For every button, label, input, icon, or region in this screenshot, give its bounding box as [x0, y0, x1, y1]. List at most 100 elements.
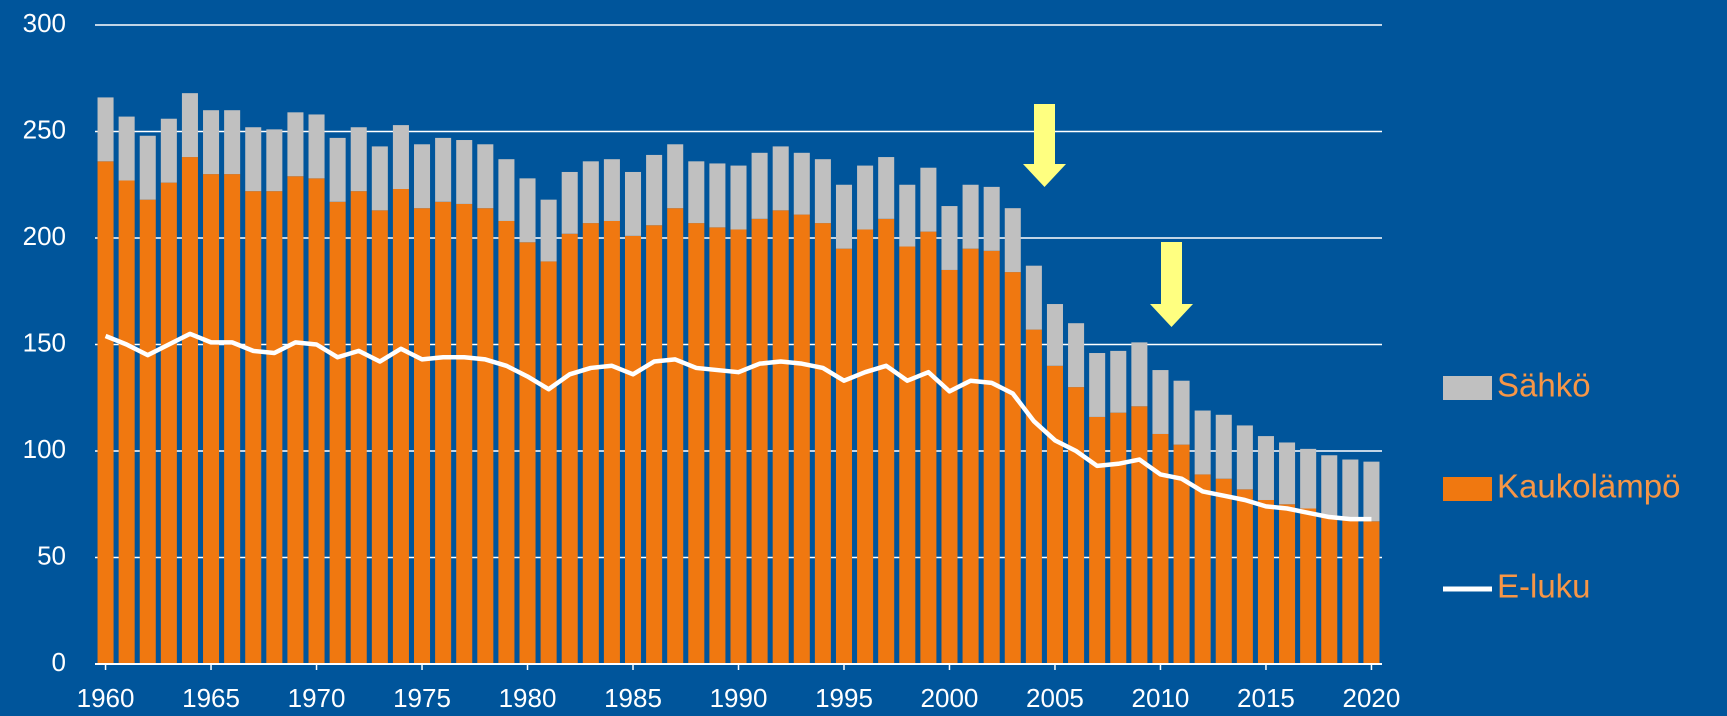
- bar: [1025, 329, 1042, 664]
- bar: [1004, 208, 1021, 273]
- bar: [498, 220, 515, 664]
- bar: [709, 163, 726, 228]
- bar: [962, 248, 979, 664]
- y-tick-label: 100: [23, 434, 66, 464]
- bar: [646, 154, 663, 226]
- bar: [1342, 459, 1359, 520]
- bar: [1068, 387, 1085, 664]
- bar: [857, 165, 874, 230]
- bar: [245, 127, 262, 192]
- x-tick-label: 1975: [393, 683, 451, 713]
- y-tick-label: 200: [23, 221, 66, 251]
- line: [104, 331, 1372, 522]
- y-tick-label: 300: [23, 8, 66, 38]
- bar: [1152, 370, 1169, 434]
- bar: [371, 210, 388, 664]
- bar: [1321, 455, 1338, 518]
- x-tick-label: 1960: [77, 683, 135, 713]
- bar: [1342, 519, 1359, 664]
- bar: [477, 144, 494, 209]
- bar: [1300, 448, 1317, 509]
- bar: [224, 174, 241, 664]
- bar: [624, 171, 642, 236]
- arrow: [1023, 104, 1066, 187]
- bar: [1257, 499, 1274, 664]
- bar: [1215, 414, 1232, 479]
- bar: [1363, 461, 1380, 522]
- bar: [203, 174, 220, 664]
- bar: [772, 146, 789, 211]
- bar: [899, 246, 916, 664]
- bar: [1046, 304, 1063, 366]
- bar: [1110, 412, 1127, 664]
- bar: [983, 250, 1000, 664]
- bar: [350, 191, 367, 664]
- bar: [1152, 433, 1169, 664]
- bar: [730, 165, 747, 230]
- bar: [941, 269, 958, 664]
- bar: [181, 93, 198, 158]
- bar: [224, 110, 241, 175]
- bar: [1068, 323, 1085, 388]
- x-tick-label: 1990: [710, 683, 768, 713]
- bar: [667, 208, 684, 664]
- bar: [1363, 521, 1380, 664]
- bar: [920, 167, 937, 232]
- bar: [118, 116, 135, 181]
- bar: [97, 161, 114, 664]
- y-tick-label: 0: [52, 647, 66, 677]
- bar: [435, 137, 452, 202]
- x-tick-label: 1985: [604, 683, 662, 713]
- bar: [139, 135, 156, 200]
- bar: [1236, 489, 1253, 664]
- bar: [456, 140, 473, 204]
- bar: [983, 186, 1000, 251]
- legend-label: E-luku: [1497, 568, 1591, 605]
- bar: [329, 137, 346, 202]
- bar: [498, 159, 515, 221]
- bar: [266, 191, 283, 664]
- bar: [245, 191, 262, 664]
- bar: [624, 235, 642, 664]
- bar: [160, 182, 177, 664]
- bar: [435, 201, 452, 665]
- x-tick-label: 2020: [1343, 683, 1401, 713]
- bar: [1131, 342, 1148, 407]
- bar: [1025, 265, 1042, 330]
- bar: [519, 242, 536, 664]
- bar: [308, 178, 325, 665]
- bar: [603, 159, 620, 221]
- bar: [603, 220, 620, 664]
- bar: [414, 144, 431, 209]
- legend: Sähkö Kaukolämpö E-luku: [1443, 367, 1680, 605]
- bar: [1194, 410, 1211, 475]
- bar: [814, 159, 831, 224]
- bar: [646, 225, 663, 664]
- bar: [118, 180, 135, 665]
- bar: [329, 201, 346, 665]
- bar: [392, 125, 409, 190]
- bar: [1004, 272, 1021, 664]
- bar: [1173, 444, 1190, 664]
- y-tick-label: 50: [37, 540, 66, 570]
- bar: [899, 184, 916, 247]
- bar: [667, 144, 684, 209]
- x-tick-label: 2005: [1026, 683, 1084, 713]
- bar: [1279, 442, 1296, 505]
- bar: [540, 261, 557, 664]
- bar: [414, 208, 431, 664]
- bar: [181, 157, 198, 664]
- bar: [878, 157, 895, 219]
- bar: [540, 199, 557, 262]
- bar: [160, 118, 177, 183]
- bar: [287, 176, 304, 665]
- bar: [1089, 353, 1106, 417]
- y-tick-label: 150: [23, 327, 66, 357]
- bar: [287, 112, 304, 177]
- x-tick-label: 1970: [288, 683, 346, 713]
- x-tick-label: 1980: [499, 683, 557, 713]
- x-tick-label: 1995: [815, 683, 873, 713]
- x-tick-label: 1965: [182, 683, 240, 713]
- bar: [308, 114, 325, 179]
